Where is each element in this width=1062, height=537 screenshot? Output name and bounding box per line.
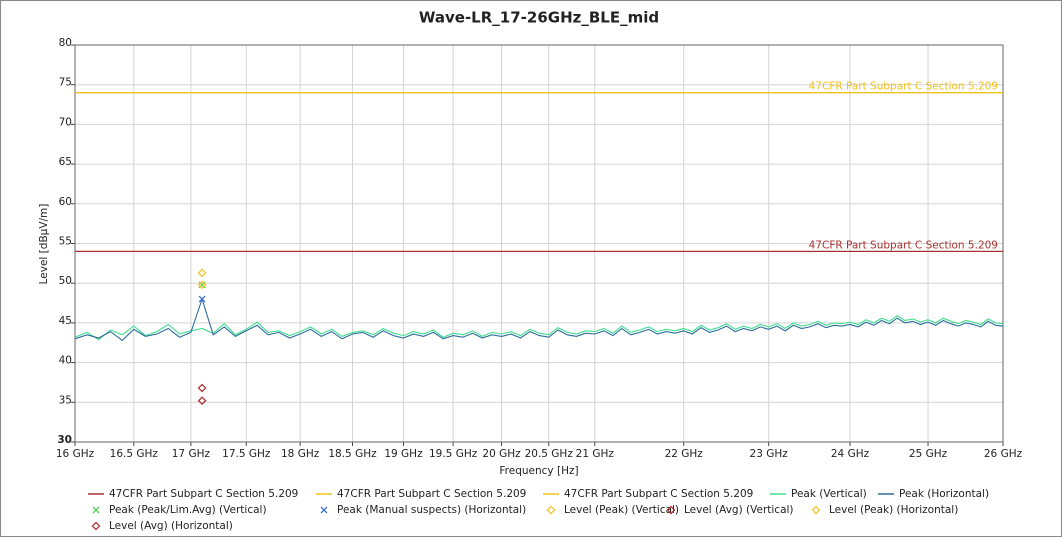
- plot-area: [74, 44, 1004, 443]
- diamond-shape: [197, 280, 207, 290]
- legend-item: 47CFR Part Subpart C Section 5.209: [88, 488, 298, 500]
- legend-label: 47CFR Part Subpart C Section 5.209: [564, 488, 753, 500]
- diamond-marker: [546, 505, 556, 515]
- legend-label: Level (Peak) (Horizontal): [829, 504, 958, 516]
- x-axis-label: Frequency [Hz]: [499, 465, 578, 477]
- cross-marker: [320, 506, 328, 514]
- y-tick-label: 60: [59, 196, 72, 208]
- legend-item: Level (Avg) (Horizontal): [91, 520, 233, 532]
- cross-stroke: [320, 506, 328, 514]
- diamond-shape: [197, 396, 207, 406]
- legend-item: Level (Peak) (Vertical): [546, 504, 679, 516]
- legend-label: Peak (Peak/Lim.Avg) (Vertical): [109, 504, 267, 516]
- y-tick-label: 40: [59, 355, 72, 367]
- series-line: [74, 297, 1004, 342]
- y-tick-label: 75: [59, 77, 72, 89]
- y-tick-label: 70: [59, 116, 72, 128]
- x-tick-label: 16.5 GHz: [110, 448, 159, 460]
- legend-label: Peak (Vertical): [791, 488, 867, 500]
- diamond-shape: [546, 505, 556, 515]
- cross-stroke: [92, 506, 100, 514]
- y-tick-label: 55: [59, 236, 72, 248]
- legend-label: 47CFR Part Subpart C Section 5.209: [109, 488, 298, 500]
- legend-item: 47CFR Part Subpart C Section 5.209: [543, 488, 753, 500]
- legend-item: Peak (Horizontal): [878, 488, 989, 500]
- y-tick-label: 80: [59, 37, 72, 49]
- x-tick-label: 22 GHz: [665, 448, 704, 460]
- legend-item: Peak (Vertical): [770, 488, 867, 500]
- legend-label: Level (Peak) (Vertical): [564, 504, 679, 516]
- cross-marker: [198, 295, 206, 303]
- cross-marker: [92, 506, 100, 514]
- x-tick-label: 21 GHz: [576, 448, 615, 460]
- x-tick-label: 25 GHz: [909, 448, 948, 460]
- legend-item: Peak (Peak/Lim.Avg) (Vertical): [92, 504, 267, 516]
- legend-item: 47CFR Part Subpart C Section 5.209: [316, 488, 526, 500]
- diamond-marker: [197, 396, 207, 406]
- legend-label: Peak (Manual suspects) (Horizontal): [337, 504, 526, 516]
- legend-label: 47CFR Part Subpart C Section 5.209: [337, 488, 526, 500]
- legend-label: Level (Avg) (Vertical): [684, 504, 794, 516]
- x-tick-label: 18.5 GHz: [328, 448, 377, 460]
- line-label: 47CFR Part Subpart C Section 5.209: [809, 81, 998, 93]
- x-tick-label: 19.5 GHz: [429, 448, 478, 460]
- diamond-marker: [666, 505, 676, 515]
- legend-item: Level (Peak) (Horizontal): [811, 504, 958, 516]
- legend-label: Peak (Horizontal): [899, 488, 989, 500]
- x-tick-label: 23 GHz: [750, 448, 789, 460]
- x-tick-label: 20 GHz: [482, 448, 521, 460]
- chart-title: Wave-LR_17-26GHz_BLE_mid: [419, 9, 659, 27]
- diamond-marker: [197, 383, 207, 393]
- diamond-marker: [91, 521, 101, 531]
- x-tick-label: 24 GHz: [831, 448, 870, 460]
- diamond-marker: [197, 268, 207, 278]
- cross-stroke: [198, 295, 206, 303]
- line-label: 47CFR Part Subpart C Section 5.209: [809, 239, 998, 251]
- x-tick-label: 26 GHz: [984, 448, 1023, 460]
- diamond-shape: [197, 383, 207, 393]
- y-tick-label: 35: [59, 394, 72, 406]
- legend-label: Level (Avg) (Horizontal): [109, 520, 233, 532]
- x-tick-label: 18 GHz: [281, 448, 320, 460]
- y-tick-label: 30: [57, 434, 72, 446]
- diamond-marker: [197, 280, 207, 290]
- legend-item: Peak (Manual suspects) (Horizontal): [320, 504, 526, 516]
- legend-item: Level (Avg) (Vertical): [666, 504, 794, 516]
- series-line: [74, 315, 1004, 341]
- diamond-marker: [811, 505, 821, 515]
- y-tick-label: 50: [59, 275, 72, 287]
- x-tick-label: 19 GHz: [384, 448, 423, 460]
- x-tick-label: 20.5 GHz: [525, 448, 574, 460]
- y-tick-label: 45: [59, 315, 72, 327]
- y-tick-label: 65: [59, 156, 72, 168]
- x-tick-label: 17 GHz: [172, 448, 211, 460]
- y-axis-label: Level [dBµV/m]: [38, 204, 50, 285]
- diamond-shape: [91, 521, 101, 531]
- diamond-shape: [666, 505, 676, 515]
- diamond-shape: [811, 505, 821, 515]
- x-tick-label: 16 GHz: [56, 448, 95, 460]
- diamond-shape: [197, 268, 207, 278]
- x-tick-label: 17.5 GHz: [222, 448, 271, 460]
